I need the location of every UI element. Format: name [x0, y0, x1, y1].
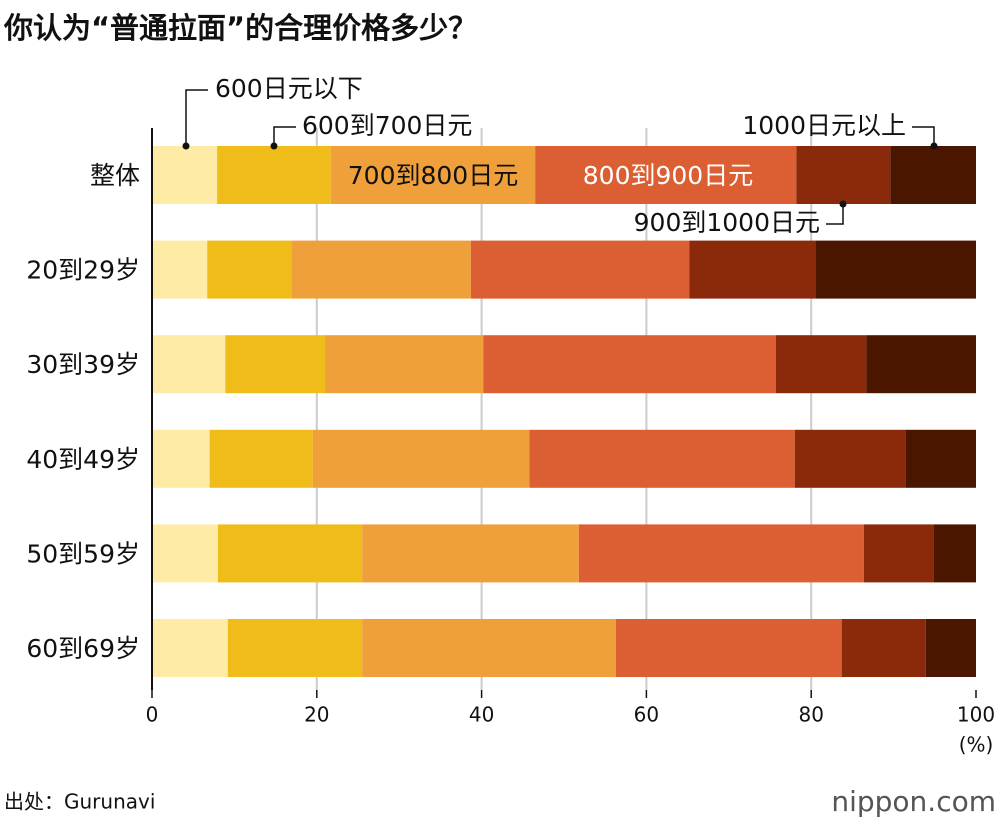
bar-segment	[775, 335, 867, 394]
bar-segment	[362, 619, 616, 677]
bar-segment	[152, 146, 218, 204]
bar-segment	[483, 335, 776, 394]
bar-segment	[225, 335, 326, 394]
x-axis-label: (%)	[959, 733, 994, 757]
bar-segment	[152, 240, 208, 299]
y-tick-label: 30到39岁	[26, 350, 140, 379]
callout-dot	[839, 200, 847, 208]
x-tick-label: 80	[798, 703, 823, 727]
bar-segment	[615, 619, 842, 677]
y-tick-label: 20到29岁	[26, 256, 140, 285]
y-tick-label: 60到69岁	[26, 634, 140, 663]
legend-label: 800到900日元	[583, 161, 753, 190]
x-tick-label: 100	[957, 703, 995, 727]
bar-segment	[330, 146, 536, 204]
bar-segment	[291, 240, 471, 299]
bar-segment	[841, 619, 926, 677]
bar-segment	[227, 619, 363, 677]
source: 出处：Gurunavi	[4, 790, 155, 814]
callout-line	[273, 126, 296, 146]
chart-title: 你认为“普通拉面”的合理价格多少？	[3, 11, 477, 45]
bar-segment	[152, 619, 228, 677]
x-tick-label: 60	[634, 703, 659, 727]
bar-segment	[217, 524, 363, 583]
bar-segment	[535, 146, 797, 204]
bar-segment	[209, 429, 313, 488]
callout-line	[185, 89, 208, 146]
y-tick-label: 50到59岁	[26, 539, 140, 568]
bar-segment	[815, 240, 976, 299]
bar-segment	[933, 524, 976, 583]
bar-segment	[217, 146, 331, 204]
y-tick-label: 整体	[90, 161, 140, 190]
bar-segment	[529, 429, 795, 488]
callout-line	[826, 204, 844, 225]
callout-line	[912, 126, 935, 146]
x-tick-label: 20	[304, 703, 329, 727]
logo: nippon.com	[831, 785, 996, 818]
legend-label: 600日元以下	[215, 74, 363, 103]
legend-label: 1000日元以上	[742, 111, 906, 140]
bar-segment	[152, 429, 210, 488]
bar-segment	[152, 524, 218, 583]
bar-segment	[905, 429, 976, 488]
bar-segment	[470, 240, 690, 299]
legend-label: 900到1000日元	[634, 208, 820, 237]
bar-segment	[796, 146, 891, 204]
bar-segment	[925, 619, 976, 677]
bar-segment	[578, 524, 864, 583]
bar-segment	[689, 240, 816, 299]
y-tick-label: 40到49岁	[26, 445, 140, 474]
bar-segment	[325, 335, 484, 394]
callout-dot	[270, 142, 278, 150]
bar-segment	[866, 335, 976, 394]
bar-segment	[362, 524, 579, 583]
x-tick-label: 0	[146, 703, 159, 727]
bar-segment	[863, 524, 934, 583]
bar-segment	[794, 429, 906, 488]
x-tick-label: 40	[469, 703, 494, 727]
bar-segment	[312, 429, 530, 488]
bar-segment	[152, 335, 226, 394]
legend-label: 700到800日元	[348, 161, 518, 190]
bar-segment	[207, 240, 292, 299]
bar-segment	[890, 146, 976, 204]
legend-label: 600到700日元	[302, 111, 472, 140]
callout-dot	[182, 142, 190, 150]
callout-dot	[930, 142, 938, 150]
